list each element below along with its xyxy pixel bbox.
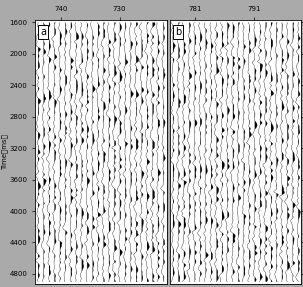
Y-axis label: Time（ms）: Time（ms）	[1, 134, 8, 170]
Text: b: b	[175, 27, 181, 37]
Text: a: a	[40, 27, 46, 37]
